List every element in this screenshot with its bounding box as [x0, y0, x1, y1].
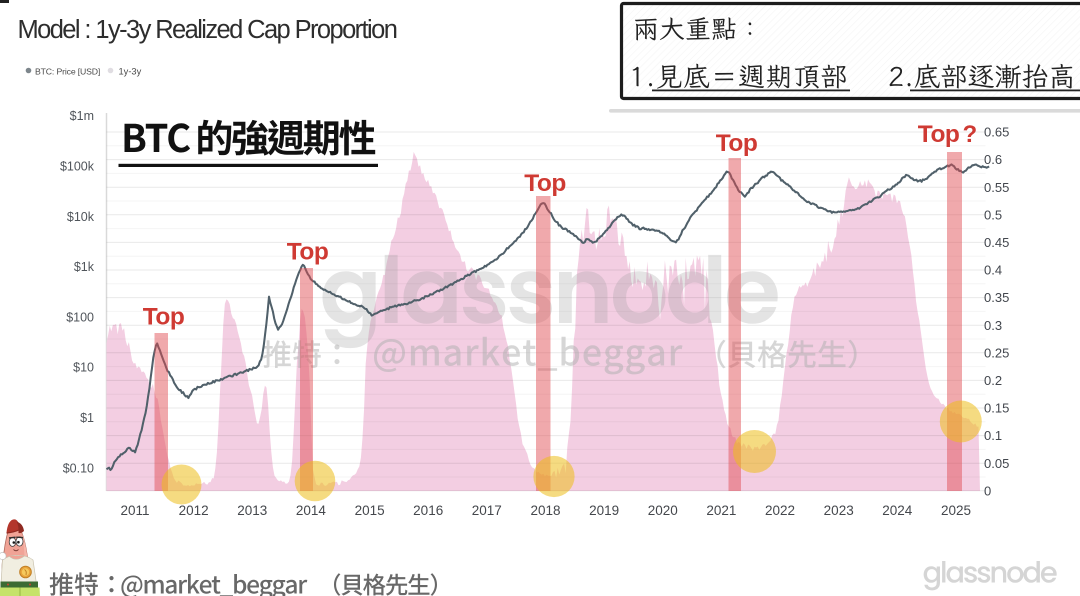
- svg-text:2014: 2014: [296, 503, 327, 518]
- svg-text:Model : 1y-3y Realized Cap Pro: Model : 1y-3y Realized Cap Proportion: [18, 16, 397, 44]
- svg-text:2018: 2018: [530, 503, 560, 518]
- svg-text:$1m: $1m: [70, 109, 94, 123]
- svg-text:2013: 2013: [237, 503, 267, 518]
- svg-text:$10: $10: [73, 361, 94, 375]
- svg-text:1y-3y: 1y-3y: [119, 67, 142, 77]
- svg-text:$1: $1: [80, 411, 94, 425]
- svg-text:$100: $100: [66, 310, 94, 324]
- svg-text:2015: 2015: [355, 503, 385, 518]
- svg-text:0.6: 0.6: [984, 152, 1002, 167]
- svg-text:2025: 2025: [941, 503, 971, 518]
- svg-text:2023: 2023: [824, 503, 854, 518]
- svg-text:0.25: 0.25: [984, 345, 1009, 360]
- svg-text:Top: Top: [716, 130, 758, 157]
- svg-text:Top: Top: [524, 170, 566, 197]
- svg-text:2016: 2016: [413, 503, 443, 518]
- svg-text:0.05: 0.05: [984, 456, 1009, 471]
- svg-text:0.2: 0.2: [984, 373, 1002, 388]
- svg-text:2012: 2012: [179, 503, 209, 518]
- svg-text:BTC: Price [USD]: BTC: Price [USD]: [35, 67, 100, 77]
- svg-text:?: ?: [963, 121, 978, 148]
- svg-text:0.1: 0.1: [984, 428, 1002, 443]
- svg-text:0: 0: [984, 483, 991, 498]
- svg-text:0.65: 0.65: [984, 125, 1009, 140]
- svg-text:0.45: 0.45: [984, 235, 1009, 250]
- svg-text:0.15: 0.15: [984, 401, 1009, 416]
- svg-text:$1k: $1k: [74, 260, 95, 274]
- svg-text:2011: 2011: [120, 503, 149, 518]
- svg-text:0.35: 0.35: [984, 290, 1009, 305]
- svg-text:2022: 2022: [765, 503, 795, 518]
- svg-text:2019: 2019: [589, 503, 619, 518]
- svg-text:2021: 2021: [706, 503, 736, 518]
- svg-text:2024: 2024: [882, 503, 913, 518]
- svg-text:Top: Top: [143, 304, 185, 331]
- svg-text:Top: Top: [918, 121, 960, 148]
- svg-text:Top: Top: [287, 239, 329, 266]
- svg-text:0.55: 0.55: [984, 180, 1009, 195]
- svg-text:$10k: $10k: [67, 210, 95, 224]
- svg-text:0.3: 0.3: [984, 318, 1002, 333]
- svg-text:0.4: 0.4: [984, 263, 1002, 278]
- svg-text:$100k: $100k: [60, 160, 95, 174]
- svg-text:0.5: 0.5: [984, 207, 1002, 222]
- svg-text:$0.10: $0.10: [63, 461, 94, 475]
- svg-text:2017: 2017: [472, 503, 502, 518]
- svg-text:2020: 2020: [648, 503, 678, 518]
